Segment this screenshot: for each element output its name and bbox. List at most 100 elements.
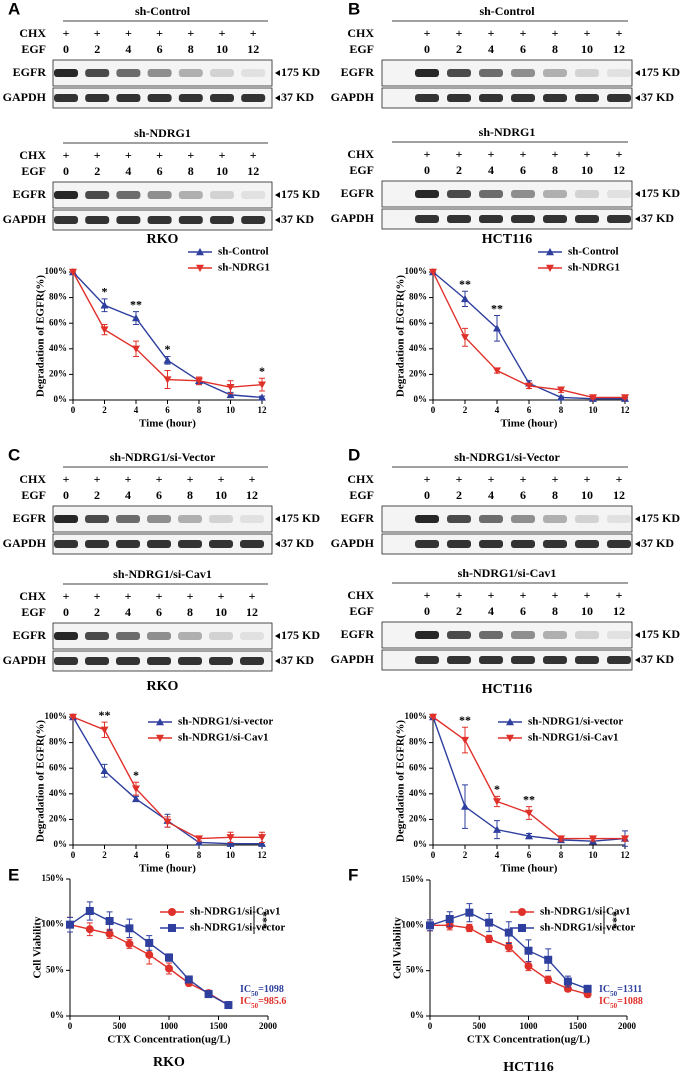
ic50-subscript: 50 xyxy=(610,990,618,998)
marker-arrow xyxy=(635,516,640,522)
ic50-prefix: IC xyxy=(240,996,251,1007)
band xyxy=(54,515,78,523)
chx-sign: + xyxy=(488,472,495,486)
y-tick-label: 150% xyxy=(402,874,425,884)
y-tick-label: 80% xyxy=(49,292,67,302)
band xyxy=(447,515,471,523)
row-label: CHX xyxy=(347,26,374,40)
row-label: GAPDH xyxy=(331,536,375,550)
data-point xyxy=(465,908,474,917)
x-tick-label: 2 xyxy=(463,405,468,415)
y-tick-label: 100% xyxy=(405,266,428,276)
chx-sign: + xyxy=(456,472,463,486)
chx-sign: + xyxy=(125,472,132,486)
band xyxy=(240,657,264,665)
data-point xyxy=(224,1001,233,1010)
y-axis-label: Degradation of EGFR(%) xyxy=(35,720,47,843)
size-marker: 175 KD xyxy=(281,628,320,642)
blot-title: sh-Control xyxy=(479,4,535,18)
significance-mark: ** xyxy=(130,297,142,311)
significance-mark: * xyxy=(133,768,139,782)
band xyxy=(85,69,110,77)
x-axis-label: Time (hour) xyxy=(501,418,558,430)
ic50-value: =1311 xyxy=(617,984,642,995)
band xyxy=(479,540,503,548)
band xyxy=(575,631,599,639)
significance-mark: ** xyxy=(459,277,471,291)
data-point xyxy=(461,334,469,342)
x-tick-label: 6 xyxy=(165,405,170,415)
band xyxy=(575,656,599,664)
band xyxy=(479,94,503,102)
data-point xyxy=(184,975,193,984)
egf-dose: 8 xyxy=(552,42,558,56)
x-tick-label: 8 xyxy=(197,405,202,415)
egf-dose: 10 xyxy=(581,604,593,618)
row-label: EGF xyxy=(21,164,46,178)
band xyxy=(116,540,140,548)
x-tick-label: 0 xyxy=(431,850,436,860)
egf-dose: 10 xyxy=(581,163,593,177)
x-tick-label: 1500 xyxy=(569,1021,588,1031)
size-marker: 37 KD xyxy=(641,536,674,550)
data-point xyxy=(557,393,565,401)
x-tick-label: 500 xyxy=(473,1021,487,1031)
marker-arrow xyxy=(275,217,280,223)
band xyxy=(479,656,503,664)
egf-dose: 0 xyxy=(63,488,69,502)
band xyxy=(543,631,567,639)
chx-sign: + xyxy=(424,588,431,602)
data-point xyxy=(621,394,629,402)
band xyxy=(116,216,141,224)
size-marker: 175 KD xyxy=(281,511,320,525)
band xyxy=(575,69,599,77)
data-point xyxy=(125,924,134,933)
band xyxy=(178,216,203,224)
row-label: GAPDH xyxy=(3,536,47,550)
band xyxy=(575,190,599,198)
y-tick-label: 40% xyxy=(49,343,67,353)
band xyxy=(415,215,439,223)
band xyxy=(147,632,171,640)
legend-marker xyxy=(156,718,164,726)
data-point xyxy=(563,977,572,986)
y-tick-label: 0% xyxy=(51,1010,65,1020)
row-label: EGF xyxy=(349,163,374,177)
data-point xyxy=(504,928,513,937)
band xyxy=(543,190,567,198)
data-point xyxy=(544,955,553,964)
x-tick-label: 12 xyxy=(258,850,268,860)
y-tick-label: 100% xyxy=(402,919,425,929)
egf-dose: 10 xyxy=(581,42,593,56)
ic50-subscript: 50 xyxy=(251,990,259,998)
chx-sign: + xyxy=(424,472,431,486)
marker-arrow xyxy=(275,658,280,664)
band xyxy=(147,94,172,102)
chx-sign: + xyxy=(488,26,495,40)
band xyxy=(575,94,599,102)
y-tick-label: 100% xyxy=(42,919,65,929)
band xyxy=(54,191,78,199)
data-point xyxy=(589,394,597,402)
data-point xyxy=(461,294,469,303)
chx-sign: + xyxy=(219,26,226,40)
egf-dose: 12 xyxy=(613,604,625,618)
chx-sign: + xyxy=(156,589,163,603)
x-tick-label: 2 xyxy=(102,405,107,415)
significance-mark: *** xyxy=(256,911,270,929)
band xyxy=(116,632,140,640)
egf-dose: 4 xyxy=(125,42,131,56)
significance-mark: * xyxy=(259,364,265,378)
data-point xyxy=(583,984,592,993)
cell-line: HCT116 xyxy=(503,1060,554,1075)
legend-marker xyxy=(196,264,204,272)
band xyxy=(210,69,234,77)
band xyxy=(607,94,631,102)
chx-sign: + xyxy=(552,472,559,486)
significance-mark: * xyxy=(494,782,500,796)
chx-sign: + xyxy=(456,26,463,40)
chx-sign: + xyxy=(520,147,527,161)
y-tick-label: 0% xyxy=(54,394,68,404)
size-marker: 37 KD xyxy=(281,536,314,550)
y-tick-label: 20% xyxy=(49,368,67,378)
